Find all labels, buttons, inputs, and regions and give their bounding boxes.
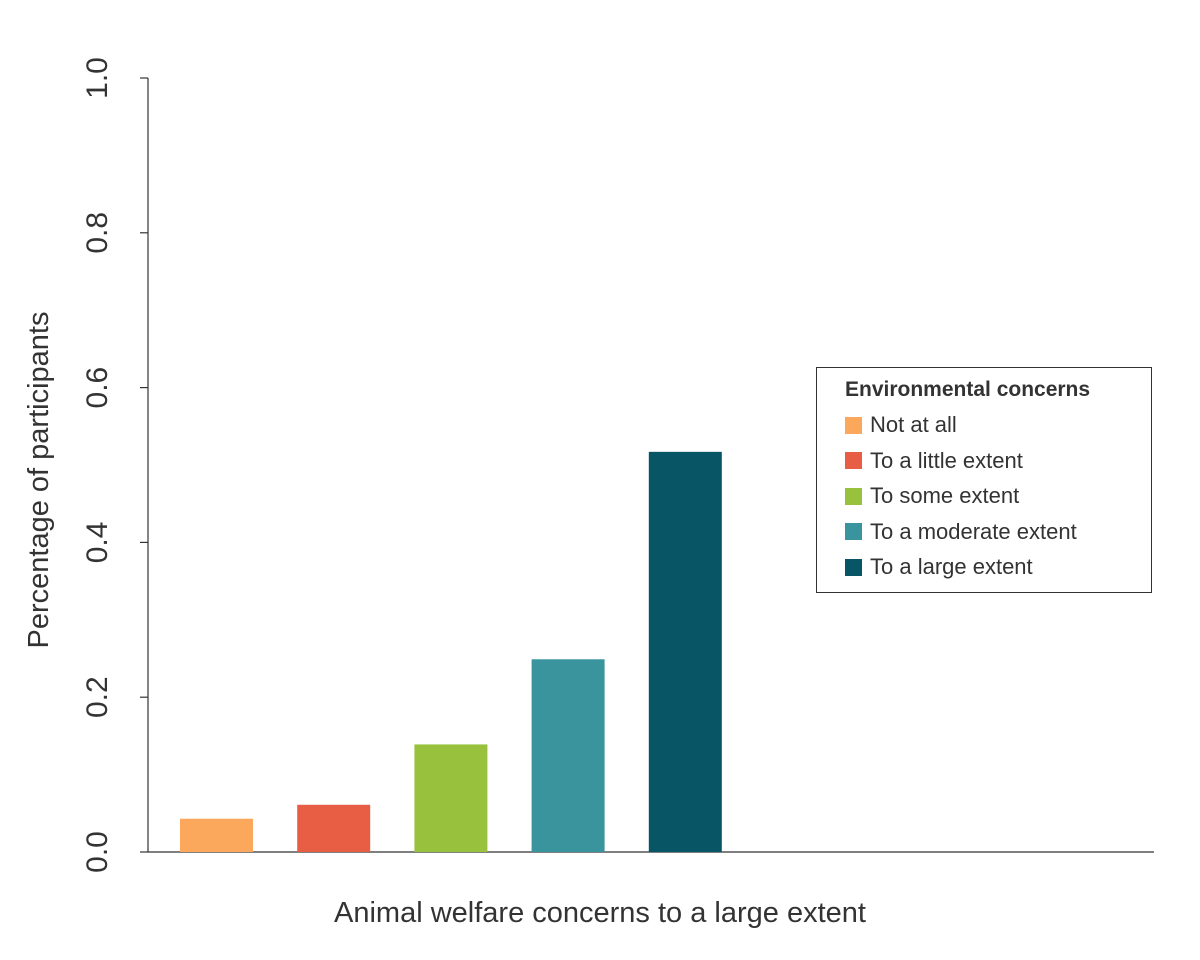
legend-swatch bbox=[845, 452, 862, 469]
y-tick-label: 0.6 bbox=[81, 367, 114, 409]
y-tick-label: 0.4 bbox=[81, 522, 114, 564]
legend-label: Not at all bbox=[870, 412, 957, 437]
bar-to-some-extent bbox=[414, 744, 488, 852]
legend-label: To a large extent bbox=[870, 554, 1033, 579]
bar-not-at-all bbox=[180, 818, 253, 852]
legend-label: To a little extent bbox=[870, 447, 1023, 473]
bar-to-a-large-extent bbox=[648, 451, 722, 852]
legend-title: Environmental concerns bbox=[845, 378, 1091, 401]
legend: Environmental concerns Not at all To a li… bbox=[816, 367, 1152, 593]
y-axis-title: Percentage of participants bbox=[23, 312, 55, 649]
bar-to-a-little-extent bbox=[297, 804, 371, 852]
legend-label: To some extent bbox=[870, 483, 1020, 508]
bar-to-a-moderate-extent bbox=[531, 659, 605, 852]
legend-swatch bbox=[845, 416, 862, 434]
legend-item: Not at all bbox=[845, 411, 957, 439]
legend-swatch bbox=[845, 487, 862, 505]
y-tick-label: 1.0 bbox=[81, 57, 114, 99]
legend-label: To a moderate extent bbox=[870, 518, 1077, 544]
legend-item: To a large extent bbox=[845, 553, 1033, 581]
legend-item: To some extent bbox=[845, 482, 1019, 510]
legend-item: To a little extent bbox=[845, 447, 1023, 475]
y-tick-label: 0.0 bbox=[81, 831, 114, 873]
legend-item: To a moderate extent bbox=[845, 518, 1077, 546]
legend-swatch bbox=[845, 523, 862, 540]
legend-swatch bbox=[845, 558, 862, 576]
y-tick-label: 0.8 bbox=[81, 212, 114, 254]
x-axis-title: Animal welfare concerns to a large exten… bbox=[334, 897, 866, 929]
y-ticks: 0.0 0.2 0.4 0.6 0.8 1.0 bbox=[81, 57, 148, 873]
bars bbox=[180, 451, 722, 852]
y-tick-label: 0.2 bbox=[81, 676, 114, 718]
